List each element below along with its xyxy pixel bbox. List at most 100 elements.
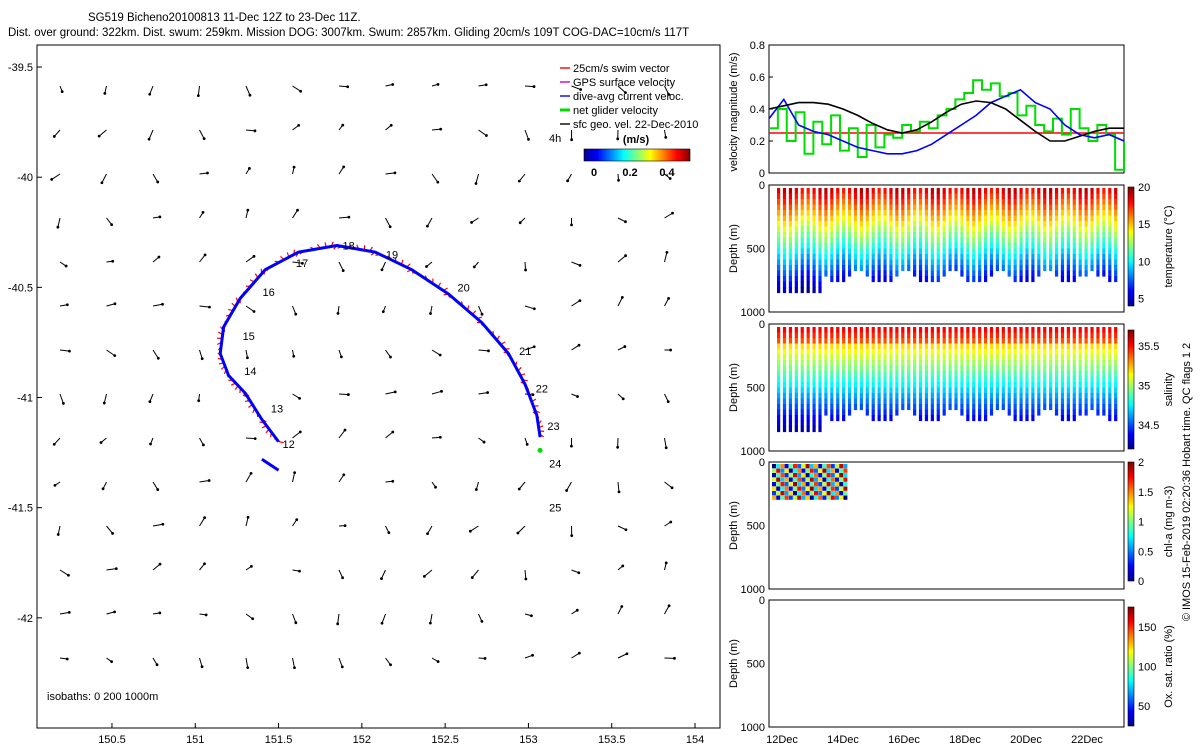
section-cell <box>995 265 1000 272</box>
section-cell <box>1084 404 1088 411</box>
section-cell <box>777 393 781 400</box>
section-cell <box>1096 349 1100 356</box>
section-cell <box>1078 393 1082 400</box>
section-cell <box>1096 204 1100 211</box>
section-cell <box>1096 382 1100 389</box>
section-cell <box>794 332 798 339</box>
section-cell <box>1114 387 1118 394</box>
section-cell <box>777 243 781 250</box>
section-cell <box>793 473 797 478</box>
section-cell <box>782 354 787 361</box>
section-cell <box>895 259 899 266</box>
section-cell <box>830 237 834 244</box>
section-cell <box>913 398 917 405</box>
section-cell <box>1031 276 1035 283</box>
section-cell <box>948 204 952 211</box>
velocity-arrow <box>245 473 252 483</box>
section-cell <box>924 259 929 266</box>
section-cell <box>930 409 934 416</box>
section-cell <box>1084 338 1088 345</box>
section-cell <box>839 477 844 482</box>
section-cell <box>797 486 802 491</box>
section-cell <box>913 327 917 334</box>
section-cell <box>1084 343 1088 350</box>
section-cell <box>918 243 923 250</box>
section-cell <box>901 332 905 339</box>
section-cell <box>806 243 810 250</box>
section-cell <box>883 254 887 261</box>
section-cell <box>788 332 793 339</box>
section-cell <box>865 409 869 416</box>
section-cell <box>995 338 1000 345</box>
velocity-arrow-head <box>624 91 627 95</box>
section-cell <box>1013 243 1017 250</box>
section-cell <box>978 199 982 206</box>
section-cell <box>1037 376 1041 383</box>
section-cell <box>983 254 988 261</box>
section-cell <box>978 204 982 211</box>
section-cell <box>800 204 804 211</box>
section-cell <box>1007 232 1011 239</box>
velocity-arrow-head <box>517 179 521 183</box>
velocity-arrow <box>199 254 206 263</box>
section-cell <box>918 332 923 339</box>
section-cell <box>1078 354 1082 361</box>
section-cell <box>913 371 917 378</box>
section-cell <box>777 254 781 261</box>
section-cell <box>983 327 988 334</box>
section-cell <box>842 221 846 228</box>
section-cell <box>924 188 929 195</box>
section-cell <box>1013 259 1017 266</box>
section-cell <box>842 398 846 405</box>
section-cell <box>1013 237 1017 244</box>
section-cell <box>826 482 831 487</box>
section-cell <box>1013 343 1017 350</box>
section-cell <box>954 221 958 228</box>
section-cell <box>1001 248 1005 255</box>
section-cell <box>901 376 905 383</box>
section-cell <box>889 332 893 339</box>
section-y-tick-label: 0 <box>759 319 765 331</box>
velocity-arrow-head <box>667 93 671 96</box>
section-cell <box>913 265 917 272</box>
section-cell <box>1037 349 1041 356</box>
section-cell <box>805 468 810 473</box>
section-cell <box>913 338 917 345</box>
section-cell <box>801 473 806 478</box>
section-cell <box>883 243 887 250</box>
section-cell <box>1013 254 1017 261</box>
section-cell <box>806 387 810 394</box>
section-cell <box>793 464 797 469</box>
section-cell <box>853 188 858 195</box>
section-cell <box>1084 376 1088 383</box>
section-cell <box>1007 393 1011 400</box>
section-cell <box>788 468 793 473</box>
section-cell <box>800 281 804 288</box>
section-cell <box>989 349 994 356</box>
velocity-arrow <box>152 349 159 359</box>
section-ylabel: Depth (m) <box>728 363 740 412</box>
section-cell <box>1025 259 1029 266</box>
section-cell <box>830 477 835 482</box>
section-cell <box>782 259 787 266</box>
section-cell <box>859 376 863 383</box>
section-cell <box>930 387 934 394</box>
section-cell <box>1102 327 1106 334</box>
section-cell <box>800 338 804 345</box>
section-cell <box>1049 365 1053 372</box>
section-cell <box>1102 409 1106 416</box>
section-cell <box>1019 188 1023 195</box>
section-cell <box>1060 382 1065 389</box>
velocity-arrow <box>292 472 296 483</box>
section-cell <box>830 473 835 478</box>
section-cell <box>812 426 816 433</box>
section-cell <box>936 393 940 400</box>
section-cell <box>918 393 923 400</box>
section-cell <box>960 254 964 261</box>
section-cell <box>1013 215 1017 222</box>
section-cell <box>871 259 875 266</box>
section-colorbar-tick: 5 <box>1138 294 1144 306</box>
section-cell <box>826 473 831 478</box>
velocity-arrow-head <box>200 357 204 361</box>
section-cell <box>960 376 964 383</box>
